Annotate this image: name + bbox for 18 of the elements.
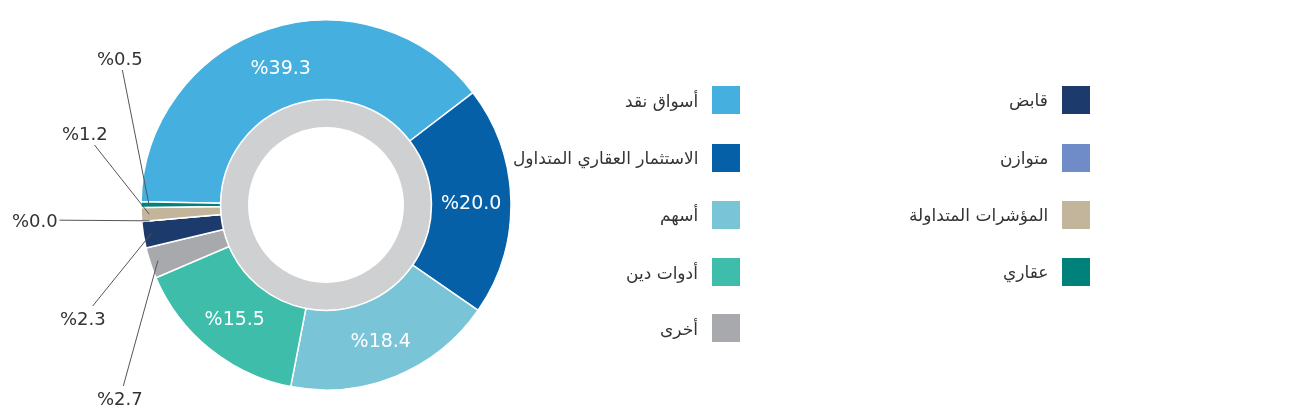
legend-label: متوازن [1000,148,1049,168]
data-label: %20.0 [441,190,502,213]
legend-label: قابض [1009,90,1048,110]
data-label: %15.5 [204,306,265,329]
legend-label: أسهم [660,204,699,226]
text: %0.0 [12,210,58,231]
legend-label: المؤشرات المتداولة [909,205,1049,225]
legend-label: أدوات دين [626,262,698,283]
legend-label: أسواق نقد [625,90,699,111]
data-label: %2.3 [60,308,106,329]
legend-label: الاستثمار العقاري المتداول [513,148,699,169]
data-label: %0.5 [97,48,143,69]
legend-label: أخرى [660,318,698,339]
legend-label: عقاري [1003,262,1049,283]
data-label: %18.4 [350,328,411,351]
data-label: %39.3 [250,56,311,79]
data-label: %1.2 [62,123,108,144]
data-label: %2.7 [97,388,143,409]
